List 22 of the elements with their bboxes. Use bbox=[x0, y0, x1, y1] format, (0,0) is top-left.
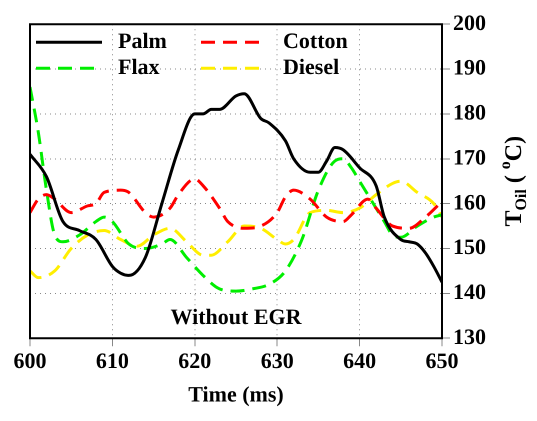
y-tick-label: 140 bbox=[453, 279, 486, 304]
x-tick-label: 600 bbox=[14, 348, 46, 374]
x-tick-label: 610 bbox=[96, 348, 129, 374]
legend-label: Palm bbox=[118, 28, 167, 53]
y-tick-label: 180 bbox=[453, 100, 486, 125]
y-tick-label: 160 bbox=[453, 189, 486, 214]
y-tick-label: 190 bbox=[453, 54, 486, 80]
x-tick-label: 630 bbox=[260, 348, 294, 374]
legend-label: Flax bbox=[118, 54, 160, 79]
y-tick-label: 200 bbox=[453, 10, 486, 35]
x-tick-label: 650 bbox=[426, 348, 458, 374]
line-series bbox=[30, 180, 442, 280]
legend-label: Diesel bbox=[283, 54, 340, 79]
x-tick-label: 620 bbox=[178, 348, 212, 374]
y-tick-label: 170 bbox=[453, 144, 486, 170]
y-axis-title: TOil ( oC) bbox=[497, 136, 530, 227]
annotation: Without EGR bbox=[170, 304, 303, 329]
x-tick-label: 640 bbox=[343, 348, 376, 374]
legend-label: Cotton bbox=[283, 28, 348, 53]
y-tick-label: 150 bbox=[453, 234, 486, 260]
x-axis-title: Time (ms) bbox=[188, 381, 284, 406]
y-tick-label: 130 bbox=[453, 324, 486, 349]
